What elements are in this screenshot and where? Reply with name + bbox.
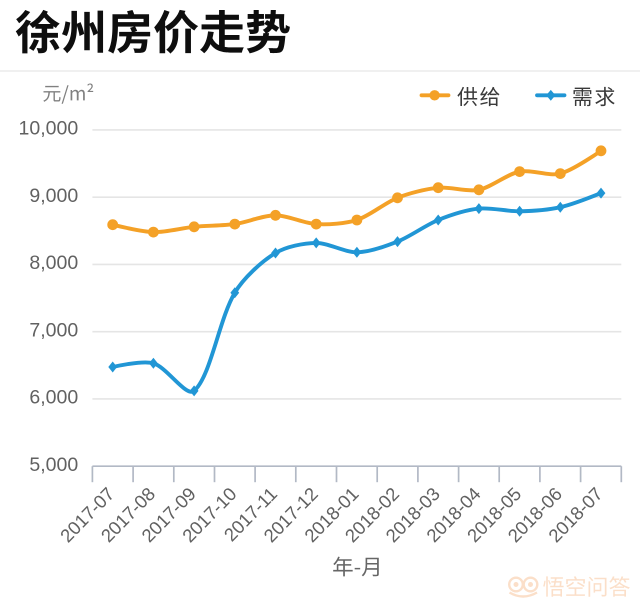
svg-text:7,000: 7,000 — [29, 319, 78, 341]
svg-text:9,000: 9,000 — [29, 185, 78, 207]
svg-text:5,000: 5,000 — [29, 454, 78, 476]
svg-text:8,000: 8,000 — [29, 252, 78, 274]
svg-text:10,000: 10,000 — [19, 118, 79, 140]
svg-text:6,000: 6,000 — [29, 387, 78, 409]
